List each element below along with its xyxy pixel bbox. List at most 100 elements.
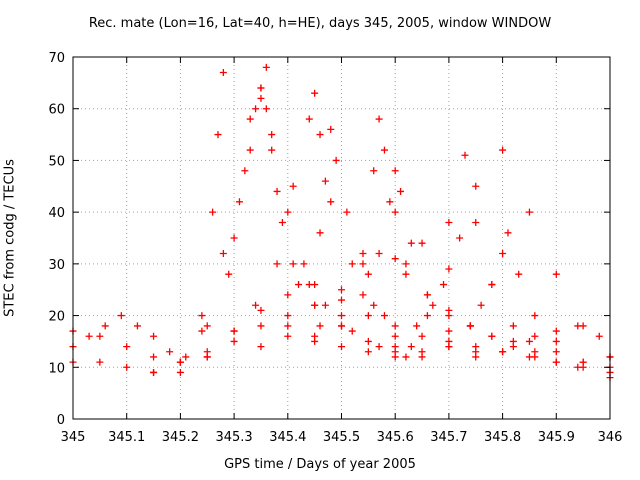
data-point xyxy=(219,250,227,258)
data-point xyxy=(375,343,383,351)
data-point xyxy=(150,368,158,376)
data-point xyxy=(252,105,260,113)
data-point xyxy=(123,343,131,351)
data-point xyxy=(316,131,324,139)
data-point xyxy=(252,301,260,309)
data-point xyxy=(370,301,378,309)
data-point xyxy=(525,208,533,216)
data-point xyxy=(418,332,426,340)
data-point xyxy=(531,312,539,320)
data-point xyxy=(499,348,507,356)
data-point xyxy=(348,327,356,335)
data-point xyxy=(150,353,158,361)
data-point xyxy=(595,332,603,340)
data-point xyxy=(461,151,469,159)
data-point xyxy=(235,198,243,206)
series-6 xyxy=(203,84,410,361)
x-tick-label: 345.1 xyxy=(108,430,145,445)
y-tick-label: 0 xyxy=(57,413,65,428)
data-point xyxy=(472,353,480,361)
data-point xyxy=(225,270,233,278)
data-point xyxy=(429,301,437,309)
data-point xyxy=(515,270,523,278)
data-point xyxy=(552,327,560,335)
data-point xyxy=(257,322,265,330)
data-point xyxy=(413,322,421,330)
data-point xyxy=(456,234,464,242)
x-tick-label: 345.6 xyxy=(377,430,414,445)
data-point xyxy=(311,89,319,97)
data-point xyxy=(391,332,399,340)
y-tick-label: 30 xyxy=(48,258,65,273)
data-point xyxy=(364,348,372,356)
data-point xyxy=(321,177,329,185)
y-tick-label: 50 xyxy=(48,154,65,169)
data-point xyxy=(338,322,345,330)
data-point xyxy=(150,332,158,340)
data-point xyxy=(311,337,319,345)
x-tick-label: 346 xyxy=(598,430,623,445)
data-point xyxy=(445,327,453,335)
data-point xyxy=(509,322,517,330)
series-15 xyxy=(472,337,614,371)
data-point xyxy=(203,353,211,361)
data-point xyxy=(418,239,426,247)
data-point xyxy=(504,229,512,237)
data-point xyxy=(472,218,480,226)
x-tick-label: 345 xyxy=(61,430,86,445)
data-point xyxy=(552,348,560,356)
data-point xyxy=(531,353,539,361)
data-point xyxy=(488,332,496,340)
data-point xyxy=(397,187,405,195)
data-point xyxy=(284,312,292,320)
y-tick-label: 40 xyxy=(48,206,65,221)
data-point xyxy=(359,260,367,268)
data-point xyxy=(552,270,560,278)
data-point xyxy=(359,291,367,299)
data-point xyxy=(391,208,399,216)
data-point xyxy=(391,255,399,263)
data-point xyxy=(268,146,276,154)
data-point xyxy=(257,306,265,314)
data-point xyxy=(230,327,238,335)
data-point xyxy=(300,260,308,268)
data-point xyxy=(343,208,351,216)
data-point xyxy=(166,348,174,356)
series-11 xyxy=(364,151,539,356)
data-point xyxy=(246,146,254,154)
series-14 xyxy=(445,312,614,361)
data-point xyxy=(499,146,507,154)
data-point xyxy=(246,115,254,123)
data-point xyxy=(525,337,533,345)
data-point xyxy=(209,208,217,216)
data-point xyxy=(574,363,582,371)
data-point xyxy=(391,322,399,330)
grid-lines xyxy=(73,57,610,419)
data-point xyxy=(332,156,340,164)
data-point xyxy=(284,208,292,216)
x-tick-label: 345.9 xyxy=(538,430,575,445)
y-tick-label: 60 xyxy=(48,103,65,118)
data-point xyxy=(402,260,410,268)
data-point xyxy=(338,312,345,320)
data-point xyxy=(359,250,367,258)
x-tick-label: 345.3 xyxy=(215,430,252,445)
data-point xyxy=(375,115,383,123)
data-point xyxy=(364,270,372,278)
data-point xyxy=(262,105,270,113)
data-point xyxy=(445,265,453,273)
data-point xyxy=(472,182,480,190)
data-point xyxy=(386,198,394,206)
data-point xyxy=(574,322,582,330)
data-point xyxy=(289,182,297,190)
y-tick-label: 70 xyxy=(48,51,65,66)
data-point xyxy=(423,291,431,299)
data-point xyxy=(133,322,141,330)
data-point xyxy=(445,312,453,320)
data-point xyxy=(85,332,93,340)
data-point xyxy=(364,337,372,345)
data-point xyxy=(348,260,356,268)
data-point xyxy=(445,218,453,226)
data-point xyxy=(380,312,388,320)
data-point xyxy=(531,332,539,340)
